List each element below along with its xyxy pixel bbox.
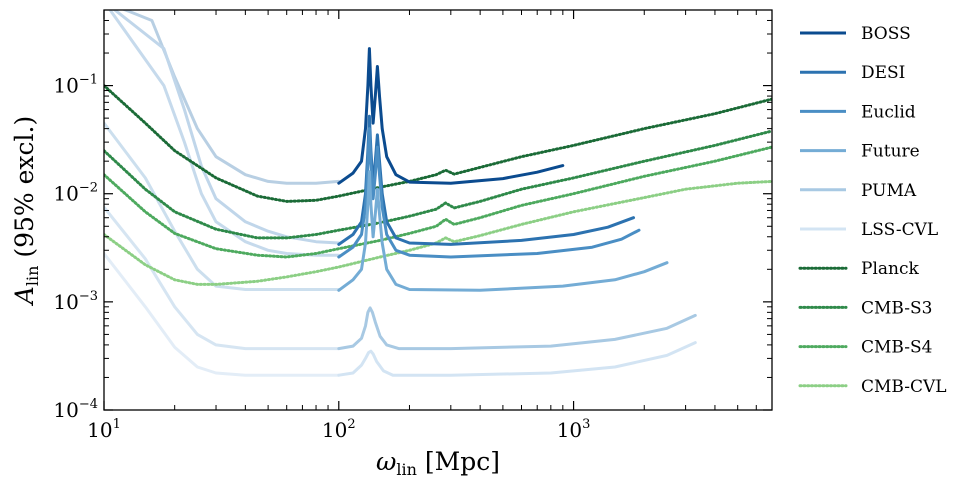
y-axis-symbol: A	[10, 286, 39, 306]
y-axis-subscript: lin	[23, 266, 42, 287]
legend-item-planck: Planck	[798, 259, 919, 279]
series-line-cmb-cvl	[104, 179, 772, 286]
y-tick-label: 10−4	[53, 397, 98, 422]
series-line-future	[337, 170, 669, 292]
legend-label: Planck	[861, 259, 919, 279]
tick-labels: 101 102 103 10−4 10−3 10−2 10−1	[53, 73, 590, 442]
x-tick-label: 102	[322, 417, 356, 442]
y-tick-label: 10−2	[53, 181, 98, 206]
x-axis-subscript: lin	[396, 460, 417, 479]
legend-item-puma: PUMA	[800, 181, 917, 201]
axis-ticks	[103, 9, 773, 411]
y-axis-rest: (95% excl.)	[10, 116, 39, 266]
legend-label: PUMA	[861, 181, 917, 201]
series-lines	[104, 47, 772, 377]
legend-item-lss-cvl: LSS-CVL	[800, 220, 938, 240]
x-tick-label: 103	[557, 417, 591, 442]
legend: BOSS DESI Euclid Future PUMA LSS-CVL Planck CMB…	[798, 24, 947, 397]
legend-item-future: Future	[800, 142, 920, 162]
legend-label: Euclid	[861, 102, 916, 122]
y-tick-label: 10−3	[53, 289, 98, 314]
legend-label: CMB-S3	[861, 298, 932, 318]
x-axis-title: ωlin [Mpc]	[376, 447, 500, 479]
legend-label: CMB-CVL	[861, 377, 947, 397]
legend-label: LSS-CVL	[861, 220, 938, 240]
x-axis-unit: [Mpc]	[417, 447, 500, 476]
series-line-euclid	[337, 127, 641, 259]
legend-item-cmb-s4: CMB-S4	[798, 338, 932, 358]
background-curve-5	[104, 205, 341, 351]
legend-item-boss: BOSS	[800, 24, 911, 44]
legend-item-cmb-s3: CMB-S3	[798, 298, 932, 318]
x-axis-symbol: ω	[376, 447, 396, 476]
series-line-cmb-s3	[104, 129, 772, 240]
legend-label: BOSS	[861, 24, 911, 44]
legend-label: DESI	[861, 63, 905, 83]
series-line-puma	[337, 306, 697, 351]
legend-label: Future	[861, 142, 920, 162]
series-line-lss-cvl	[337, 341, 697, 377]
x-tick-label: 101	[87, 417, 121, 442]
background-curve-2	[112, 10, 341, 245]
series-line-cmb-s4	[104, 145, 772, 259]
y-tick-label: 10−1	[53, 73, 98, 98]
background-curve-6	[104, 252, 341, 377]
legend-item-euclid: Euclid	[800, 102, 916, 122]
legend-item-desi: DESI	[800, 63, 905, 83]
y-axis-title: Alin (95% excl.)	[10, 116, 42, 306]
series-line-boss	[337, 47, 565, 185]
legend-item-cmb-cvl: CMB-CVL	[798, 377, 947, 397]
legend-label: CMB-S4	[861, 338, 932, 358]
